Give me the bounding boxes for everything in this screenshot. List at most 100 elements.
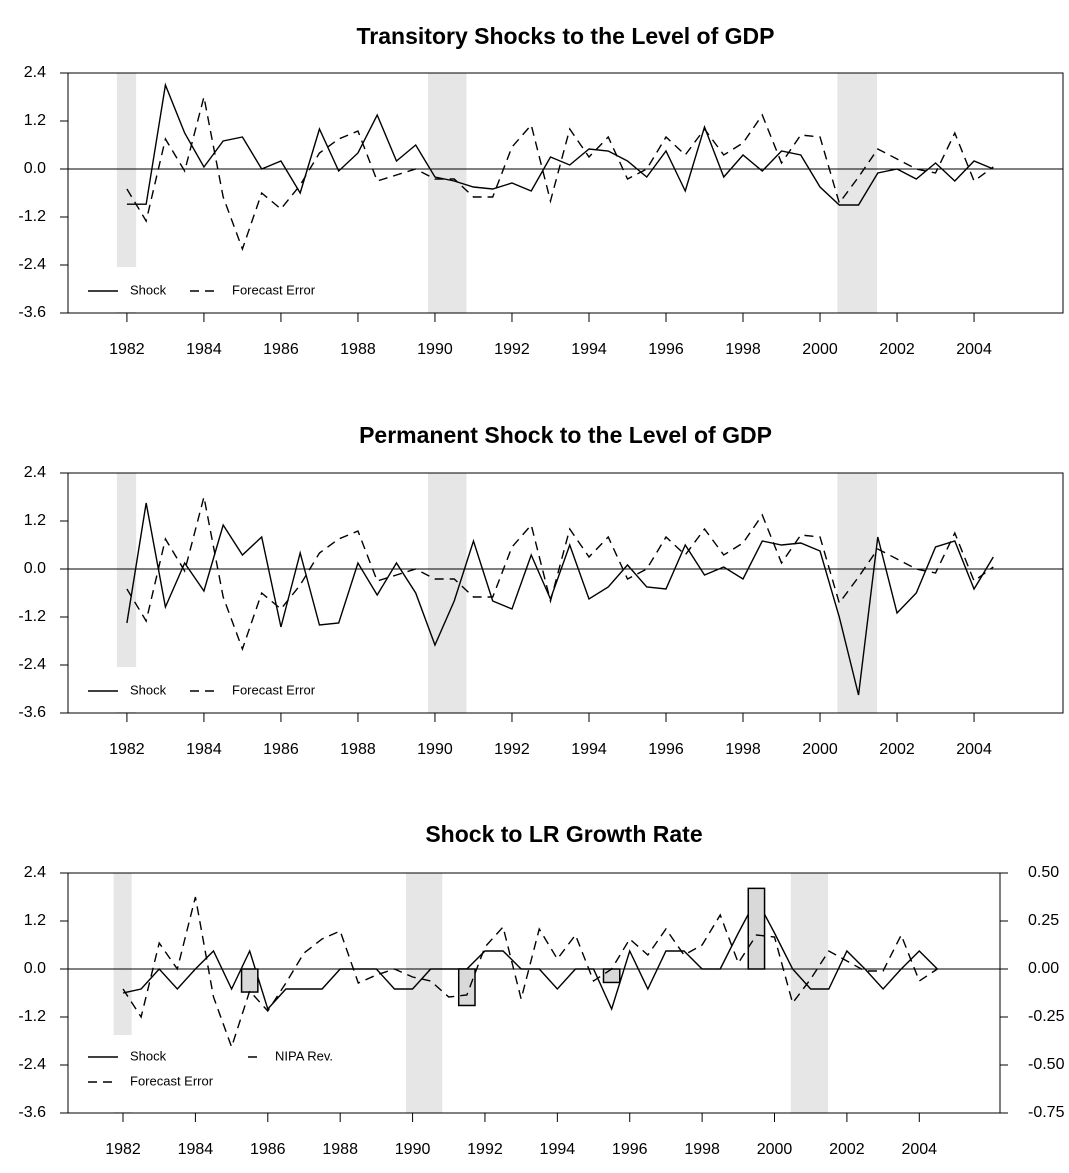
y-tick-label: -3.6 xyxy=(18,1104,46,1121)
y2-tick-label: 0.50 xyxy=(1028,864,1059,881)
legend-label: Forecast Error xyxy=(232,682,316,697)
plot-frame xyxy=(67,72,1064,314)
x-tick-label: 1982 xyxy=(109,741,145,758)
x-tick-label: 1996 xyxy=(612,1141,648,1158)
nipa-bar xyxy=(602,968,621,984)
y-tick-label: -2.4 xyxy=(18,1056,46,1073)
legend-label: Shock xyxy=(130,1048,167,1063)
y-tick-label: 0.0 xyxy=(24,160,46,177)
shaded-period xyxy=(428,73,467,313)
y-tick-label: -1.2 xyxy=(18,1008,46,1025)
legend: Shock Forecast Error xyxy=(69,667,331,712)
nipa-bar xyxy=(240,968,259,993)
x-tick-label: 1988 xyxy=(340,341,376,358)
x-tick-label: 2000 xyxy=(757,1141,793,1158)
nipa-bar xyxy=(747,887,766,970)
x-tick-label: 1994 xyxy=(571,741,607,758)
x-tick-label: 1986 xyxy=(250,1141,286,1158)
legend-box xyxy=(69,667,331,712)
y2-tick-label: -0.50 xyxy=(1028,1056,1065,1073)
shaded-period xyxy=(406,873,443,1113)
x-tick-label: 2002 xyxy=(879,341,915,358)
series-line xyxy=(126,502,994,696)
y-tick-label: -2.4 xyxy=(18,656,46,673)
legend-label: Shock xyxy=(130,682,167,697)
y2-tick-label: -0.25 xyxy=(1028,1008,1065,1025)
y-tick-label: -3.6 xyxy=(18,304,46,321)
series-line xyxy=(122,897,938,1011)
legend-label: Shock xyxy=(130,282,167,297)
y-tick-label: -1.2 xyxy=(18,208,46,225)
x-tick-label: 1998 xyxy=(725,741,761,758)
x-tick-label: 2004 xyxy=(956,741,992,758)
chart-title: Transitory Shocks to the Level of GDP xyxy=(357,23,775,49)
y2-tick-label: 0.25 xyxy=(1028,912,1059,929)
series-line xyxy=(126,82,994,206)
x-tick-label: 1998 xyxy=(725,341,761,358)
nipa-bar xyxy=(457,968,476,1007)
x-tick-label: 2004 xyxy=(956,341,992,358)
legend: Shock NIPA Rev. Forecast Error xyxy=(69,1035,333,1112)
legend: Shock Forecast Error xyxy=(69,267,331,312)
x-tick-label: 1992 xyxy=(494,341,530,358)
legend-label: Forecast Error xyxy=(232,282,316,297)
x-tick-label: 1982 xyxy=(105,1141,141,1158)
x-tick-label: 1990 xyxy=(395,1141,431,1158)
y-tick-label: -3.6 xyxy=(18,704,46,721)
x-tick-label: 2002 xyxy=(829,1141,865,1158)
y-tick-label: 2.4 xyxy=(24,864,46,881)
panel: Shock to LR Growth Rate Shock NIPA Rev. For… xyxy=(18,821,1064,1158)
legend-box xyxy=(69,267,331,312)
chart-title: Shock to LR Growth Rate xyxy=(425,821,702,847)
legend-label: NIPA Rev. xyxy=(275,1048,333,1063)
x-tick-label: 2000 xyxy=(802,741,838,758)
y2-tick-label: -0.75 xyxy=(1028,1104,1065,1121)
x-tick-label: 1994 xyxy=(540,1141,576,1158)
series-line xyxy=(122,896,938,1050)
y2-tick-label: 0.00 xyxy=(1028,960,1059,977)
y-tick-label: 0.0 xyxy=(24,560,46,577)
x-tick-label: 1988 xyxy=(322,1141,358,1158)
x-tick-label: 1998 xyxy=(684,1141,720,1158)
x-tick-label: 2000 xyxy=(802,341,838,358)
plot-frame xyxy=(67,872,1001,1114)
y-tick-label: 2.4 xyxy=(24,464,46,481)
x-tick-label: 1988 xyxy=(340,741,376,758)
x-tick-label: 1996 xyxy=(648,741,684,758)
x-tick-label: 1984 xyxy=(178,1141,214,1158)
plot-frame xyxy=(67,472,1064,714)
y-tick-label: -2.4 xyxy=(18,256,46,273)
shaded-period xyxy=(790,873,829,1113)
x-tick-label: 1994 xyxy=(571,341,607,358)
legend-box xyxy=(69,1035,331,1112)
panel: Permanent Shock to the Level of GDP Shock… xyxy=(18,422,1064,758)
shaded-period xyxy=(116,73,137,313)
x-tick-label: 1992 xyxy=(467,1141,503,1158)
x-tick-label: 1986 xyxy=(263,341,299,358)
shaded-period xyxy=(116,473,137,713)
y-tick-label: 1.2 xyxy=(24,912,46,929)
panel: Transitory Shocks to the Level of GDP Sho… xyxy=(18,23,1064,358)
x-tick-label: 2002 xyxy=(879,741,915,758)
chart-title: Permanent Shock to the Level of GDP xyxy=(359,422,772,448)
shaded-period xyxy=(428,473,467,713)
x-tick-label: 1990 xyxy=(417,741,453,758)
series-line xyxy=(126,496,994,652)
y-tick-label: 2.4 xyxy=(24,64,46,81)
x-tick-label: 1986 xyxy=(263,741,299,758)
x-tick-label: 2004 xyxy=(901,1141,937,1158)
x-tick-label: 1992 xyxy=(494,741,530,758)
y-tick-label: -1.2 xyxy=(18,608,46,625)
x-tick-label: 1984 xyxy=(186,341,222,358)
x-tick-label: 1984 xyxy=(186,741,222,758)
x-tick-label: 1982 xyxy=(109,341,145,358)
y-tick-label: 1.2 xyxy=(24,512,46,529)
series-line xyxy=(126,96,994,252)
y-tick-label: 1.2 xyxy=(24,112,46,129)
legend-label: Forecast Error xyxy=(130,1073,214,1088)
x-tick-label: 1990 xyxy=(417,341,453,358)
y-tick-label: 0.0 xyxy=(24,960,46,977)
shaded-period xyxy=(837,73,878,313)
x-tick-label: 1996 xyxy=(648,341,684,358)
